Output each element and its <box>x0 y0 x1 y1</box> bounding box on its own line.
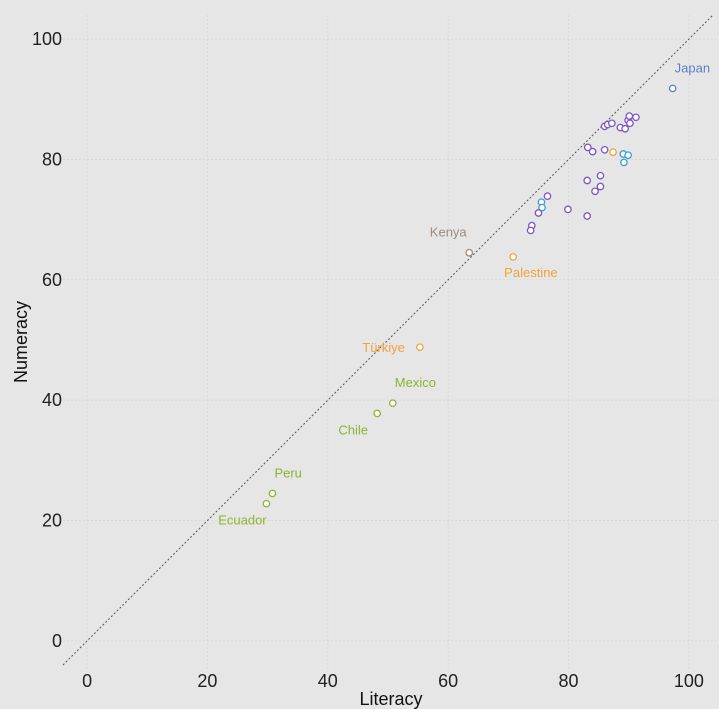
point-labels: Japan Kenya Palestine Türkiye Mexico Chile Per… <box>218 60 710 527</box>
data-point <box>373 409 382 418</box>
data-point <box>591 187 599 196</box>
data-point <box>268 489 277 498</box>
x-tick-label: 100 <box>674 671 704 691</box>
x-tick-label: 60 <box>438 671 458 691</box>
reference-line <box>62 14 714 666</box>
data-point <box>621 124 629 133</box>
data-point <box>534 209 543 217</box>
point-label: Ecuador <box>218 513 267 528</box>
data-point <box>596 182 605 191</box>
data-point <box>465 248 474 257</box>
data-point <box>583 212 592 220</box>
data-point <box>608 119 616 128</box>
data-point <box>668 84 677 93</box>
x-axis-label: Literacy <box>359 689 422 709</box>
data-point <box>538 203 546 212</box>
x-tick-label: 40 <box>318 671 338 691</box>
data-point <box>626 119 634 128</box>
y-tick-label: 60 <box>42 270 62 290</box>
data-point <box>583 143 592 152</box>
point-label: Japan <box>675 60 710 75</box>
x-tick-label: 0 <box>82 671 92 691</box>
data-point <box>625 112 634 120</box>
y-tick-labels: 0 20 40 60 80 100 <box>32 29 62 651</box>
x-tick-label: 20 <box>197 671 217 691</box>
data-point <box>564 205 572 214</box>
data-point <box>609 148 617 157</box>
y-tick-label: 20 <box>42 511 62 531</box>
data-point <box>543 192 552 201</box>
y-axis-label: Numeracy <box>11 301 31 383</box>
data-point <box>596 171 605 180</box>
point-label: Mexico <box>395 375 436 390</box>
data-point <box>632 113 640 122</box>
point-label: Chile <box>338 422 368 437</box>
y-tick-label: 40 <box>42 390 62 410</box>
grid-lines <box>63 15 719 671</box>
data-point <box>588 147 597 156</box>
point-label: Peru <box>274 465 301 480</box>
data-point <box>416 343 424 352</box>
point-label: Türkiye <box>362 340 405 355</box>
data-point <box>620 158 628 167</box>
data-point <box>624 151 632 160</box>
y-tick-label: 100 <box>32 29 62 49</box>
y-tick-label: 80 <box>42 149 62 169</box>
point-label: Palestine <box>504 265 557 280</box>
data-point <box>600 145 609 154</box>
point-label: Kenya <box>430 225 468 240</box>
data-point <box>388 399 397 408</box>
data-point <box>509 253 518 261</box>
x-tick-labels: 0 20 40 60 80 100 <box>82 671 704 691</box>
y-tick-label: 0 <box>52 631 62 651</box>
data-point <box>583 176 592 185</box>
data-points <box>262 84 677 508</box>
data-point <box>526 226 535 235</box>
x-tick-label: 80 <box>559 671 579 691</box>
data-point <box>262 499 271 508</box>
